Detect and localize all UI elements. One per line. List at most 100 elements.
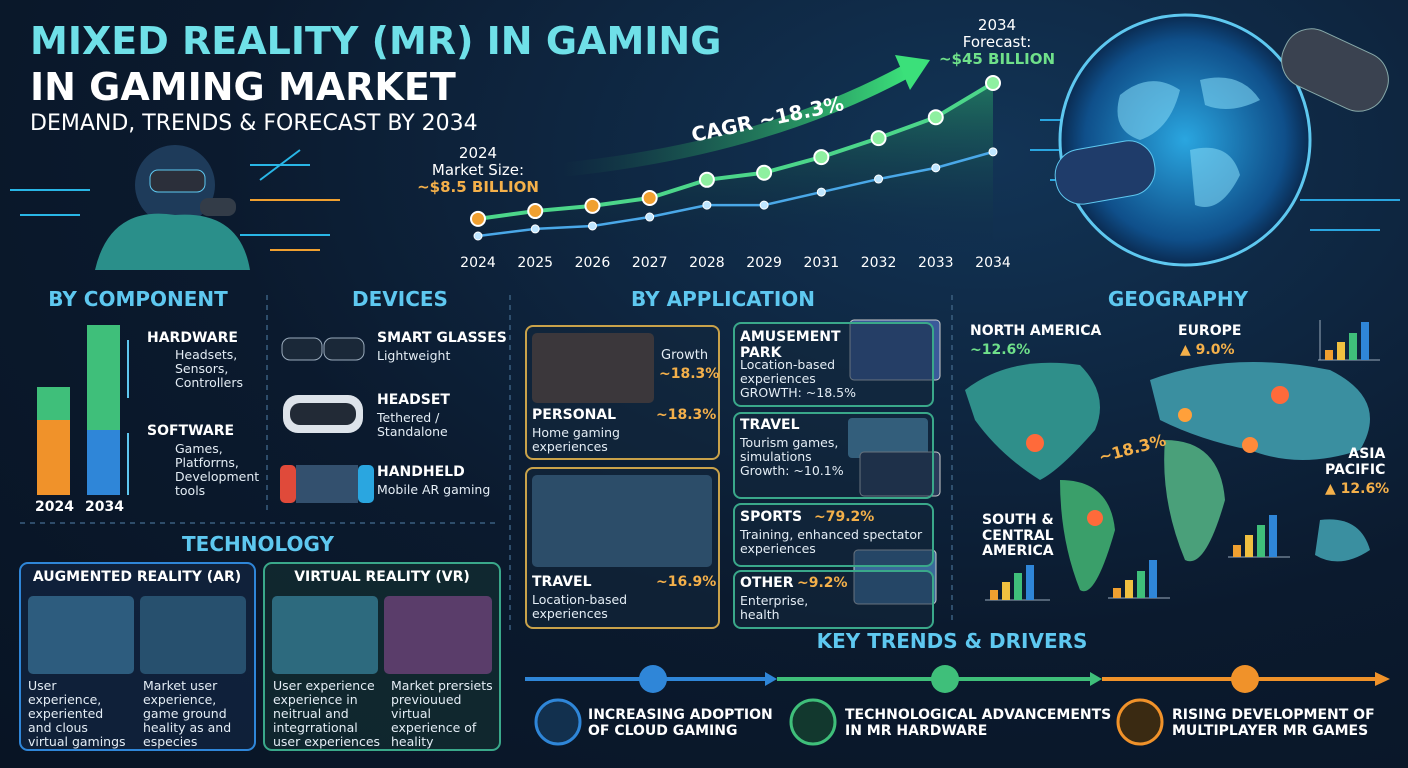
trend-arrows xyxy=(525,665,1390,746)
text-line: 2034 xyxy=(977,16,1017,34)
point xyxy=(985,75,1001,91)
x-tick-label: 2031 xyxy=(804,255,840,271)
text-line: heality as and xyxy=(143,720,232,735)
text-line: Market prersiets xyxy=(391,678,493,693)
shape xyxy=(323,337,365,361)
app-card xyxy=(733,412,934,499)
app-desc: Location-based experiences GROWTH: ~18.5% xyxy=(740,358,856,400)
text-line: experiences xyxy=(740,371,816,386)
shape xyxy=(1164,440,1225,562)
device-name: HEADSET xyxy=(377,392,450,408)
app-desc: Home gaming experiences xyxy=(532,426,620,454)
section-title: BY COMPONENT xyxy=(48,287,228,311)
text-line: AMERICA xyxy=(982,543,1054,560)
panel-title: VIRTUAL REALITY (VR) xyxy=(294,569,470,585)
shape xyxy=(280,465,296,503)
app-desc: Enterprise, health xyxy=(740,594,808,622)
shape xyxy=(1349,333,1357,360)
shape xyxy=(87,325,120,430)
point xyxy=(874,174,884,184)
x-tick-label: 2027 xyxy=(632,255,668,271)
point xyxy=(645,212,655,222)
series-line xyxy=(477,150,994,238)
text-line: 2024 xyxy=(458,144,498,162)
text-line: Tethered / xyxy=(377,410,440,425)
shape xyxy=(1054,140,1156,205)
shape xyxy=(384,596,492,674)
shape xyxy=(1149,560,1157,598)
text-line: NORTH AMERICA xyxy=(970,323,1102,339)
panel-text: Market prersiets previouued virtual experie… xyxy=(391,679,493,749)
region-name: ASIA PACIFIC xyxy=(1325,446,1385,478)
text-line: User xyxy=(28,678,57,693)
shape xyxy=(1026,434,1044,452)
device-desc: Lightweight xyxy=(377,349,450,363)
x-tick-label: 2026 xyxy=(575,255,611,271)
tech-panels xyxy=(19,562,501,751)
text-line: tools xyxy=(175,483,206,498)
point xyxy=(587,221,597,231)
app-card xyxy=(525,467,720,629)
point xyxy=(988,147,998,157)
text-line: health xyxy=(740,607,780,622)
area xyxy=(478,83,993,250)
text-line: experience, xyxy=(143,692,217,707)
panel-text: User experience, experiented and clous virtu… xyxy=(28,679,126,749)
app-name: PERSONAL xyxy=(532,407,617,423)
panel-text: Market user experience, game ground heality… xyxy=(143,679,231,749)
text-line: experience, xyxy=(28,692,102,707)
shape xyxy=(1325,350,1333,360)
device-name: SMART GLASSES xyxy=(377,330,507,346)
device-name: HANDHELD xyxy=(377,464,465,480)
shape xyxy=(1375,672,1390,686)
region-value: ▲ 12.6% xyxy=(1325,481,1390,497)
shape xyxy=(1026,565,1034,600)
point xyxy=(470,210,486,227)
shape xyxy=(1014,573,1022,600)
text-line: simulations xyxy=(740,449,812,464)
shape xyxy=(1271,386,1289,404)
shape xyxy=(1002,582,1010,600)
world-map xyxy=(965,320,1380,601)
shape xyxy=(200,198,236,216)
shape xyxy=(1315,519,1370,562)
app-desc: Training, enhanced spectator experiences xyxy=(740,528,922,556)
text-line: user experiences xyxy=(273,734,381,749)
text-line: Headsets, xyxy=(175,347,238,362)
text-line: especies xyxy=(143,734,198,749)
text-line: ~$8.5 BILLION xyxy=(417,177,539,196)
region-name: SOUTH & CENTRAL AMERICA xyxy=(982,512,1054,560)
start-label: 2024 Market Size: ~$8.5 BILLION xyxy=(417,145,539,195)
shape xyxy=(358,465,374,503)
shape xyxy=(990,590,998,600)
app-card xyxy=(733,503,934,567)
text-line: Standalone xyxy=(377,424,448,439)
text-line: TRAVEL xyxy=(740,417,800,433)
section-title: DEVICES xyxy=(352,287,448,311)
text-line: previouued xyxy=(391,692,462,707)
shape xyxy=(1361,322,1369,360)
text-line: Sensors, xyxy=(175,361,229,376)
text-line: Platforrns, xyxy=(175,455,239,470)
end-label: 2034 Forecast: ~$45 BILLION xyxy=(939,17,1055,67)
region-name: EUROPE xyxy=(1178,323,1241,340)
text-line: Mobile AR gaming xyxy=(377,482,491,497)
text-line: RISING DEVELOPMENT OF xyxy=(1172,707,1375,723)
shape xyxy=(1113,588,1121,598)
text-line: Location-based xyxy=(740,357,836,372)
divider xyxy=(20,295,953,630)
x-tick-label: 2025 xyxy=(517,255,553,271)
year-label: 2024 xyxy=(35,499,74,515)
app-card xyxy=(733,322,934,407)
shape xyxy=(28,596,134,674)
component-desc: Headsets, Sensors, Controllers xyxy=(175,348,243,390)
region-value: ~12.6% xyxy=(970,342,1031,358)
text-line: INCREASING ADOPTION xyxy=(588,707,773,723)
shape xyxy=(1116,698,1164,746)
shape xyxy=(1245,535,1253,557)
point xyxy=(530,224,540,234)
globe-illustration xyxy=(1030,13,1400,267)
shape xyxy=(272,596,378,674)
trend-text: TECHNOLOGICAL ADVANCEMENTS IN MR HARDWARE xyxy=(845,707,1111,739)
text-line: game ground xyxy=(143,706,227,721)
